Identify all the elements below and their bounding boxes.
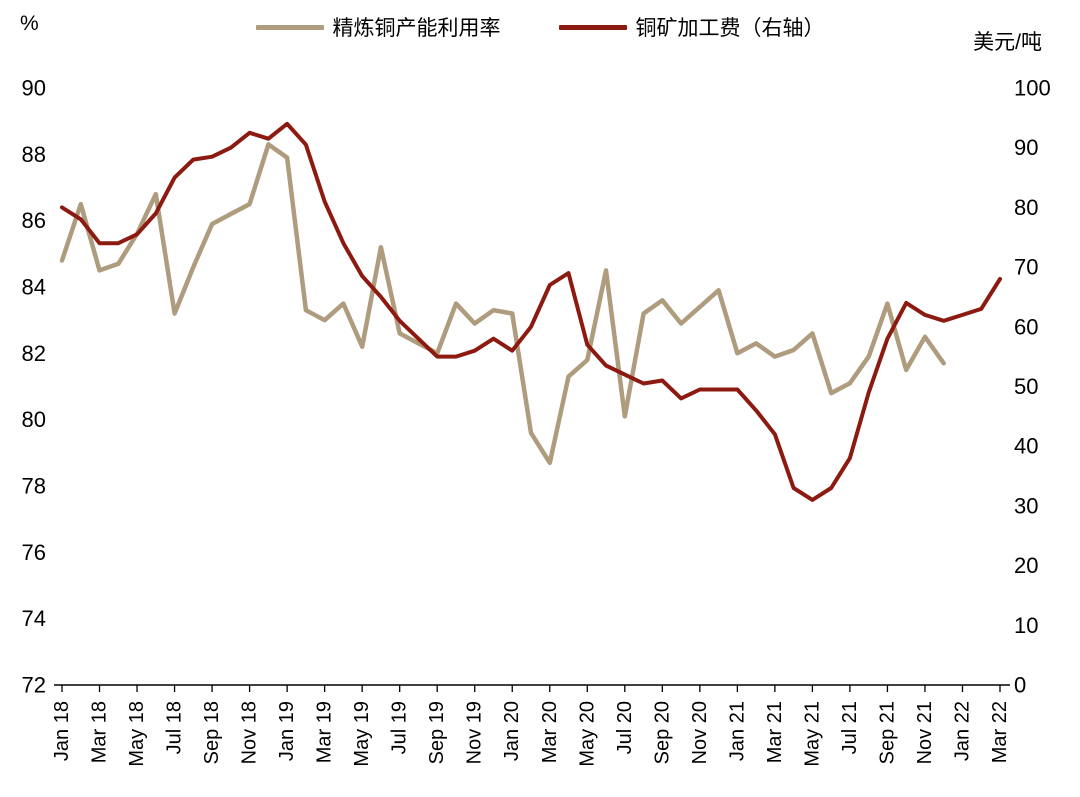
x-axis-tick-label: May 21: [801, 701, 823, 767]
x-axis-tick-label: Mar 22: [989, 701, 1011, 763]
x-axis-tick-label: Jul 20: [614, 701, 636, 754]
left-axis-tick-label: 88: [22, 142, 46, 167]
left-axis-tick-label: 84: [22, 275, 46, 300]
utilization-series-line: [59, 142, 946, 466]
x-axis-tick-label: Sep 20: [651, 701, 673, 764]
x-axis-tick-label: Nov 21: [914, 701, 936, 764]
left-axis-tick-label: 82: [22, 341, 46, 366]
left-axis-tick-label: 78: [22, 474, 46, 499]
left-axis-tick-label: 86: [22, 208, 46, 233]
x-axis-tick-label: Mar 19: [314, 701, 336, 763]
right-axis-tick-label: 10: [1014, 613, 1038, 638]
x-axis-tick-label: Jul 18: [164, 701, 186, 754]
left-axis-tick-label: 74: [22, 606, 46, 631]
x-axis-tick-label: Nov 20: [689, 701, 711, 764]
right-axis-tick-label: 40: [1014, 434, 1038, 459]
x-axis-tick-label: May 20: [576, 701, 598, 767]
x-axis-tick-label: Nov 18: [239, 701, 261, 764]
x-axis-tick-label: Jan 19: [276, 701, 298, 761]
x-axis-tick-label: Sep 18: [201, 701, 223, 764]
right-axis-tick-label: 80: [1014, 195, 1038, 220]
x-axis-tick-label: Nov 19: [464, 701, 486, 764]
x-axis-tick-label: May 19: [351, 701, 373, 767]
x-axis-tick-label: Sep 19: [426, 701, 448, 764]
right-axis-tick-label: 50: [1014, 374, 1038, 399]
right-axis-unit-label: 美元/吨: [973, 31, 1042, 54]
x-axis-tick-label: May 18: [126, 701, 148, 767]
left-axis-tick-label: 80: [22, 407, 46, 432]
x-axis-tick-label: Jan 22: [951, 701, 973, 761]
right-axis-tick-label: 60: [1014, 314, 1038, 339]
x-axis-tick-label: Mar 20: [539, 701, 561, 763]
left-axis-tick-label: 90: [22, 76, 46, 101]
right-axis-tick-label: 30: [1014, 493, 1038, 518]
x-axis-tick-label: Jan 21: [726, 701, 748, 761]
x-axis-tick-label: Jul 19: [389, 701, 411, 754]
x-axis-tick-label: Jul 21: [839, 701, 861, 754]
left-axis-unit-label: %: [20, 12, 39, 35]
x-axis-tick-label: Mar 21: [764, 701, 786, 763]
right-axis-tick-label: 0: [1014, 673, 1026, 698]
left-axis-tick-label: 76: [22, 540, 46, 565]
x-axis-tick-label: Jan 20: [501, 701, 523, 761]
left-axis-tick-label: 72: [22, 673, 46, 698]
right-axis-tick-label: 100: [1014, 76, 1051, 101]
right-axis-tick-label: 90: [1014, 135, 1038, 160]
x-axis-tick-label: Mar 18: [89, 701, 111, 763]
x-axis-tick-label: Jan 18: [51, 701, 73, 761]
right-axis-tick-label: 20: [1014, 553, 1038, 578]
x-axis-tick-label: Sep 21: [876, 701, 898, 764]
tc-fee-series-line: [60, 121, 1002, 502]
right-axis-tick-label: 70: [1014, 255, 1038, 280]
